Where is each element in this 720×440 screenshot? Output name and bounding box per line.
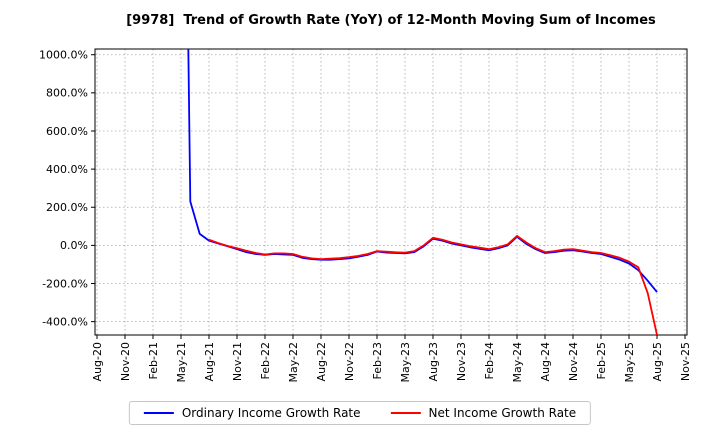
ordinary-income-line-swatch (143, 412, 174, 414)
y-tick-label: 200.0% (46, 201, 88, 214)
x-tick-label: Aug-23 (427, 342, 440, 381)
chart-title: [9978] Trend of Growth Rate (YoY) of 12-… (126, 13, 656, 28)
x-tick-label: Aug-22 (315, 342, 328, 381)
x-tick-label: May-25 (623, 342, 636, 383)
x-tick-label: Aug-24 (539, 342, 552, 381)
x-tick-label: Aug-20 (91, 342, 104, 381)
legend-label-net-income: Net Income Growth Rate (428, 406, 577, 420)
x-tick-label: Feb-23 (371, 342, 384, 379)
y-tick-label: 400.0% (46, 163, 88, 176)
legend-item-ordinary-income: Ordinary Income Growth Rate (143, 406, 361, 420)
y-tick-label: 800.0% (46, 87, 88, 100)
x-tick-label: May-24 (511, 342, 524, 383)
legend-item-net-income: Net Income Growth Rate (390, 406, 577, 420)
x-tick-label: Aug-25 (651, 342, 664, 381)
x-tick-label: May-21 (175, 342, 188, 383)
x-tick-label: Nov-25 (679, 342, 692, 381)
x-tick-label: May-23 (399, 342, 412, 383)
x-tick-label: Aug-21 (203, 342, 216, 381)
axis-labels: 1000.0% 800.0% 600.0% 400.0% 200.0% 0.0% -200.… (39, 49, 692, 383)
grid (95, 49, 687, 335)
axis-frame (94, 48, 688, 336)
y-tick-label: -400.0% (42, 316, 88, 329)
y-tick-label: 0.0% (60, 239, 88, 252)
x-tick-label: Feb-21 (147, 342, 160, 379)
x-tick-label: Feb-25 (595, 342, 608, 379)
net-income-line-swatch (390, 412, 421, 414)
y-tick-label: -200.0% (42, 277, 88, 290)
x-tick-label: Nov-23 (455, 342, 468, 381)
series-line-1 (208, 234, 658, 335)
x-tick-label: Feb-22 (259, 342, 272, 379)
x-tick-label: May-22 (287, 342, 300, 383)
x-tick-label: Nov-21 (231, 342, 244, 381)
x-tick-label: Nov-24 (567, 342, 580, 381)
x-tick-label: Nov-20 (119, 342, 132, 381)
y-tick-label: 600.0% (46, 125, 88, 138)
legend: Ordinary Income Growth Rate Net Income G… (128, 401, 592, 425)
y-tick-label: 1000.0% (39, 49, 88, 62)
legend-label-ordinary-income: Ordinary Income Growth Rate (181, 406, 361, 420)
x-tick-label: Feb-24 (483, 342, 496, 379)
x-tick-label: Nov-22 (343, 342, 356, 381)
